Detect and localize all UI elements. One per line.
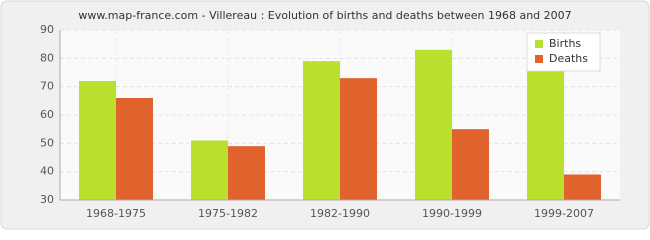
x-tick-label: 1999-2007 (534, 207, 594, 220)
x-tick-label: 1982-1990 (310, 207, 370, 220)
legend-box (526, 32, 601, 72)
x-tick-label: 1975-1982 (198, 207, 258, 220)
y-tick-label: 30 (40, 193, 54, 206)
y-tick-label: 90 (40, 23, 54, 36)
chart-title: www.map-france.com - Villereau : Evoluti… (78, 9, 571, 22)
x-tick-label: 1990-1999 (422, 207, 482, 220)
x-tick-label: 1968-1975 (86, 207, 146, 220)
bar (452, 129, 489, 200)
bar (303, 61, 340, 200)
legend-swatch (535, 40, 543, 48)
bar (191, 140, 228, 200)
bar (79, 81, 116, 200)
chart: www.map-france.com - Villereau : Evoluti… (0, 0, 650, 230)
legend-label: Deaths (549, 52, 588, 65)
legend-swatch (535, 55, 543, 63)
bar (564, 174, 601, 200)
y-tick-label: 60 (40, 108, 54, 121)
bar (340, 78, 377, 200)
bar (116, 98, 153, 200)
legend-label: Births (549, 37, 581, 50)
y-tick-label: 70 (40, 80, 54, 93)
bar (415, 49, 452, 201)
y-tick-label: 50 (40, 136, 54, 149)
bar (228, 146, 265, 200)
y-tick-label: 40 (40, 165, 54, 178)
y-tick-label: 80 (40, 51, 54, 64)
